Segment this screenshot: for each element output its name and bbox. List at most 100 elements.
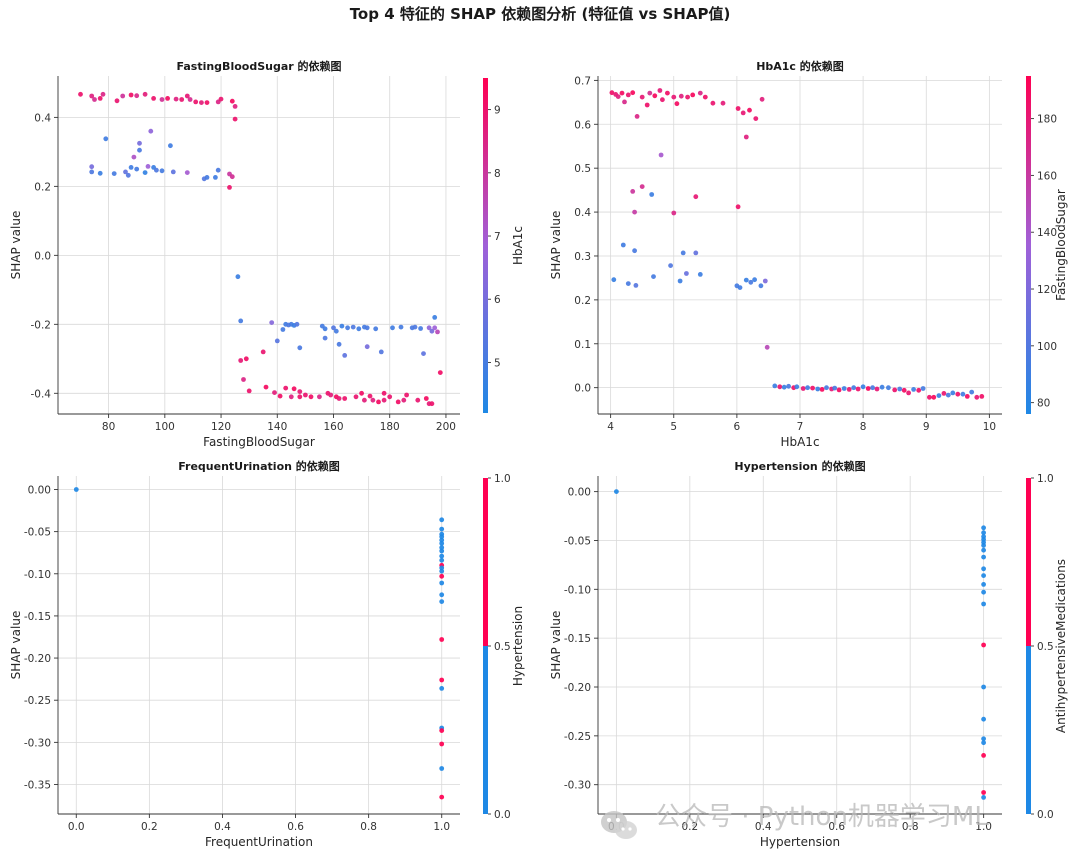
scatter-point [752,277,757,283]
scatter-point [331,325,336,331]
scatter-point [697,90,703,96]
scatter-point [651,274,656,279]
scatter-point [702,94,708,100]
scatter-point [772,383,778,389]
x-tick-label: 160 [323,421,343,433]
scatter-point [439,637,445,642]
scatter-point [632,209,637,215]
scatter-point [418,326,423,331]
y-tick-label: -0.20 [24,653,51,665]
colorbar-label: FastingBloodSugar [1054,189,1068,301]
colorbar-tick-label: 0.0 [494,809,511,821]
scatter-point [710,100,716,106]
dependence-plot-4: 0.0 0.2 0.4 0.6 0.8 1.0 0.00 -0.05 -0.10 -0.15 -0.… [549,459,1068,849]
scatter-point [398,324,404,330]
scatter-point [758,283,764,289]
scatter-point [154,167,159,173]
scatter-point [439,537,445,543]
scatter-point [123,169,128,175]
scatter-point [439,728,445,733]
scatter-point [920,386,926,391]
y-tick-label: 0.1 [574,339,591,351]
scatter-point [229,174,235,180]
wechat-icon [601,811,637,839]
scatter-point [381,390,387,396]
y-tick-label: -0.05 [564,535,591,547]
scatter-point [364,344,370,350]
dependence-plot-1: 80 100 120 140 160 180 200 -0.4 -0.2 0.0 0.2 0.4 Fas… [9,59,525,449]
x-tick-label: 10 [983,421,996,433]
scatter-point [810,385,815,391]
scatter-point [73,487,79,492]
scatter-point [805,385,810,391]
scatter-point [897,386,903,392]
colorbar [1026,76,1031,414]
scatter-point [439,565,445,571]
y-tick-label: -0.2 [31,319,52,331]
scatter-point [381,397,387,403]
scatter-point [945,392,951,398]
scatter-point [291,386,297,392]
x-tick-label: 0.2 [681,821,698,833]
x-tick-label: 7 [797,421,804,433]
colorbar [1026,478,1031,814]
scatter-point [238,318,244,324]
colorbar-tick-label: 9 [494,105,501,117]
scatter-point [740,110,746,116]
scatter-point [89,169,95,175]
colorbar-tick-label: 1.0 [494,473,511,485]
y-tick-label: 0.3 [574,251,591,263]
y-axis-label: SHAP value [549,211,563,280]
scatter-point [931,394,937,400]
colorbar-tick-label: 1.0 [1037,473,1054,485]
colorbar-tick-label: 5 [494,357,501,369]
scatter-point [652,93,658,99]
y-axis-label: SHAP value [9,611,23,680]
scatter-point [336,341,342,347]
scatter-point [865,386,871,391]
scatter-point [297,345,303,351]
scatter-point [622,99,627,105]
scatter-point [390,325,395,331]
scatter-point [173,96,179,102]
scatter-point [981,684,986,690]
y-tick-label: 0.5 [574,163,591,175]
scatter-point [241,377,246,382]
scatter-point [128,92,134,98]
scatter-point [620,242,626,248]
y-tick-label: 0.2 [34,181,51,193]
scatter-point [134,166,140,172]
scatter-point [836,387,842,393]
scatter-point [232,116,238,122]
scatter-point [362,397,367,403]
scatter-point [615,94,621,99]
scatter-point [665,90,670,96]
colorbar-label: AntihypertensiveMedications [1054,559,1068,733]
x-axis-label: Hypertension [760,835,840,849]
y-tick-label: -0.4 [31,388,52,400]
scatter-point [165,96,171,101]
scatter-point [429,328,435,334]
scatter-point [439,573,445,579]
scatter-point [439,517,445,523]
scatter-point [439,553,445,559]
scatter-point [981,736,986,742]
scatter-point [395,399,401,405]
scatter-point [235,274,241,280]
colorbar-tick-label: 180 [1037,114,1057,126]
scatter-point [439,794,445,800]
scatter-point [690,92,696,98]
scatter-point [120,93,126,99]
scatter-point [658,152,664,158]
scatter-point [960,391,966,397]
scatter-point [439,766,445,771]
y-tick-label: -0.30 [564,780,591,792]
scatter-point [148,128,154,134]
scatter-point [159,168,165,174]
scatter-point [684,271,689,276]
scatter-point [625,281,631,286]
y-tick-label: -0.30 [24,737,51,749]
scatter-point [671,94,677,100]
scatter-point [911,387,916,392]
